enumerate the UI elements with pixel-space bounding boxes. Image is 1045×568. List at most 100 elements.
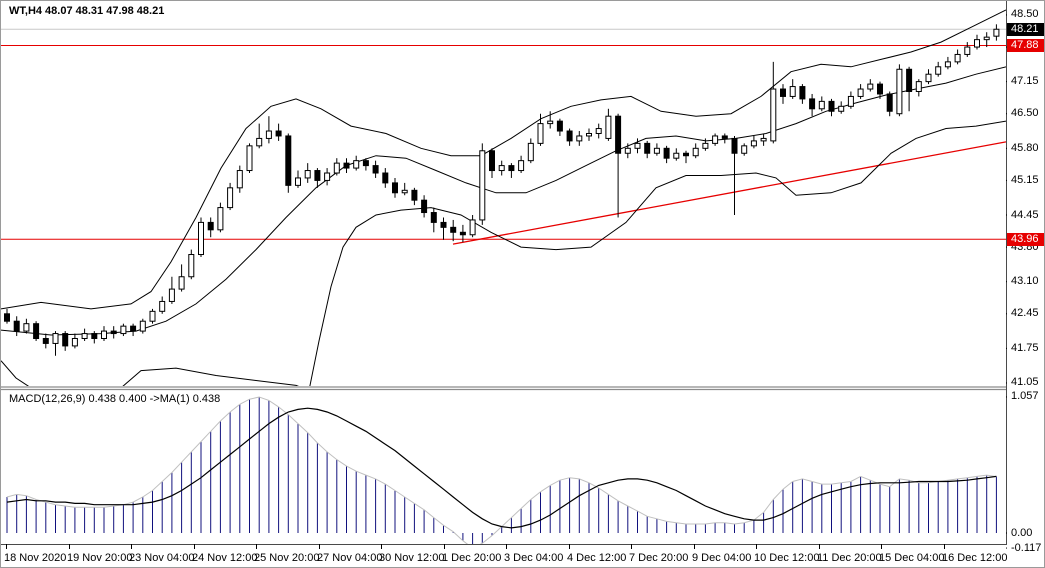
macd-axis-label: 1.057 [1011, 390, 1039, 403]
candle-bearish [780, 88, 786, 97]
candle-bullish [246, 145, 253, 172]
candle-bullish [770, 88, 777, 142]
candle-bearish [799, 86, 806, 100]
candle-bearish [4, 313, 10, 322]
candle-bullish [896, 68, 903, 115]
candles [4, 24, 1000, 356]
candle-bullish [789, 86, 796, 97]
price-axis-label: 45.15 [1011, 173, 1039, 186]
candle-bullish [867, 83, 874, 90]
candle-bullish [818, 100, 825, 110]
candle-bearish [372, 165, 379, 174]
candle-bullish [702, 142, 709, 149]
macd-indicator-label: MACD(12,26,9) 0.438 0.400 ->MA(1) 0.438 [9, 393, 221, 405]
candle-bearish [721, 135, 728, 139]
macd-line [6, 396, 997, 544]
candle-bearish [392, 182, 398, 194]
candle-bullish [712, 135, 719, 144]
candle-bullish [624, 147, 631, 154]
candle-bullish [217, 207, 224, 231]
price-axis-label: 47.15 [1011, 75, 1039, 88]
candle-bearish [343, 162, 350, 169]
time-axis-label: 9 Dec 04:00 [692, 552, 752, 564]
candle-bullish [576, 135, 583, 142]
candle-bearish [42, 338, 49, 344]
candle-bullish [498, 165, 505, 172]
macd-axis-label: -0.117 [1011, 541, 1042, 554]
candle-bullish [944, 61, 951, 68]
candle-bullish [23, 323, 30, 332]
time-axis-label: 4 Dec 12:00 [567, 552, 627, 564]
candle-bullish [188, 254, 195, 278]
candle-bearish [440, 221, 447, 228]
candle-bullish [964, 46, 971, 55]
candle-bearish [644, 142, 651, 154]
candle-bullish [915, 81, 922, 93]
candle-bearish [886, 93, 893, 112]
macd-panel[interactable] [6, 396, 997, 548]
candle-bullish [71, 338, 78, 347]
candle-bearish [430, 212, 437, 223]
price-axis-label: 42.45 [1011, 307, 1039, 320]
price-axis-label: 48.50 [1011, 8, 1039, 21]
candle-bullish [265, 130, 272, 139]
time-axis-label: 30 Nov 12:00 [379, 552, 445, 564]
price-axis[interactable] [1007, 1, 1044, 567]
candle-bullish [139, 320, 146, 332]
candle-bullish [527, 142, 534, 162]
candle-bullish [401, 189, 408, 194]
candle-bearish [421, 199, 428, 214]
candle-bullish [954, 53, 961, 63]
candle-bullish [653, 147, 660, 154]
candle-bullish [295, 177, 301, 186]
time-axis-label: 18 Nov 2020 [4, 552, 67, 564]
candle-bullish [847, 95, 854, 107]
time-axis-label: 10 Dec 12:00 [754, 552, 820, 564]
candle-bullish [547, 120, 554, 125]
time-axis-label: 1 Dec 20:00 [442, 552, 502, 564]
candle-bullish [605, 115, 612, 139]
candle-bullish [692, 147, 699, 157]
bollinger-middle-band [1, 66, 1006, 336]
candle-bearish [362, 160, 369, 167]
candle-bullish [760, 137, 767, 142]
candle-bearish [411, 189, 418, 201]
time-axis-label: 3 Dec 04:00 [504, 552, 564, 564]
price-axis-label: 44.45 [1011, 208, 1039, 221]
candle-bearish [828, 100, 835, 112]
trendline[interactable] [452, 141, 1006, 245]
candle-bearish [615, 115, 622, 154]
candle-bullish [324, 172, 331, 181]
time-axis-label: 27 Nov 04:00 [317, 552, 383, 564]
candle-bearish [207, 221, 214, 231]
candle-bullish [469, 219, 476, 236]
candle-bullish [857, 88, 864, 97]
candle-bearish [450, 226, 457, 233]
candle-bearish [382, 172, 389, 184]
candle-bullish [353, 160, 360, 169]
macd-axis-label: 0.00 [1011, 526, 1033, 539]
price-axis-label: 43.10 [1011, 275, 1039, 288]
candle-bullish [198, 221, 204, 256]
candle-bearish [314, 170, 321, 181]
time-axis-label: 23 Nov 04:00 [129, 552, 195, 564]
candle-bearish [508, 165, 515, 172]
time-axis-label: 7 Dec 20:00 [629, 552, 689, 564]
current-price-badge: 48.21 [1007, 22, 1044, 36]
candle-bullish [518, 160, 525, 172]
time-axis-label: 25 Nov 20:00 [254, 552, 320, 564]
price-panel[interactable] [1, 9, 1006, 390]
candle-bullish [256, 137, 263, 147]
time-axis-label: 16 Dec 12:00 [942, 552, 1008, 564]
candle-bullish [983, 36, 990, 41]
price-axis-label: 41.75 [1011, 341, 1039, 354]
bollinger-upper-band [1, 9, 1006, 310]
candle-bullish [838, 105, 845, 112]
candle-bullish [673, 152, 680, 159]
candle-bullish [227, 187, 234, 209]
candle-bullish [974, 39, 980, 48]
time-axis-label: 11 Dec 20:00 [817, 552, 882, 564]
candle-bullish [178, 276, 185, 290]
candle-bullish [586, 132, 592, 137]
